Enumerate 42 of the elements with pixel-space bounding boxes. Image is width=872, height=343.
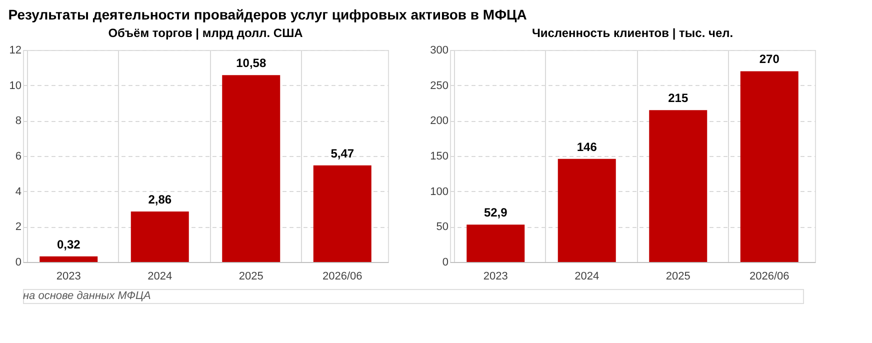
bar (222, 75, 280, 262)
y-tick-label: 0 (15, 256, 22, 268)
bar (558, 158, 616, 262)
y-tick-label: 12 (9, 44, 22, 56)
x-tick-label: 2025 (666, 270, 690, 282)
text: на основе данных МФЦА (23, 290, 151, 302)
y-tick-label: 2 (15, 221, 22, 234)
y-tick-label: 250 (430, 80, 448, 92)
chart-subtitle: Численность клиентов | тыс. чел. (532, 26, 734, 40)
bar (130, 211, 189, 262)
y-tick-label: 50 (436, 221, 448, 234)
y-tick-label: 300 (430, 44, 448, 56)
x-tick-label: 2024 (148, 270, 172, 282)
data-label: 0,32 (56, 237, 81, 252)
data-label: 270 (759, 52, 780, 66)
data-label: 215 (668, 91, 688, 106)
x-tick-label: 2025 (238, 270, 264, 282)
y-tick-label: 100 (430, 186, 448, 198)
bar (466, 224, 525, 262)
y-tick-label: 10 (9, 80, 22, 92)
x-tick-label: 2023 (483, 270, 508, 282)
y-tick-label: 150 (430, 150, 448, 162)
x-tick-label: 2024 (574, 270, 600, 282)
y-tick-label: 6 (15, 150, 22, 162)
x-tick-label: 2026/06 (749, 270, 790, 282)
x-tick-label: 2023 (56, 270, 81, 282)
bar (740, 71, 798, 262)
y-tick-label: 8 (15, 115, 22, 128)
y-tick-label: 200 (430, 115, 448, 128)
data-label: 5,47 (330, 146, 354, 160)
data-label: 10,58 (236, 56, 266, 70)
chart-subtitle: Объём торгов | млрд долл. США (108, 26, 304, 40)
x-tick-label: 2026/06 (322, 270, 362, 282)
bar (649, 110, 708, 262)
y-tick-label: 0 (442, 256, 448, 268)
data-label: 52,9 (484, 206, 508, 220)
bar (313, 165, 372, 262)
chart-title: Результаты деятельности провайдеров услуг цифровых активов в МФЦА (8, 6, 527, 22)
data-label: 146 (576, 140, 598, 154)
bar (40, 256, 98, 262)
data-label: 2,86 (148, 192, 172, 206)
y-tick-label: 4 (15, 186, 22, 198)
